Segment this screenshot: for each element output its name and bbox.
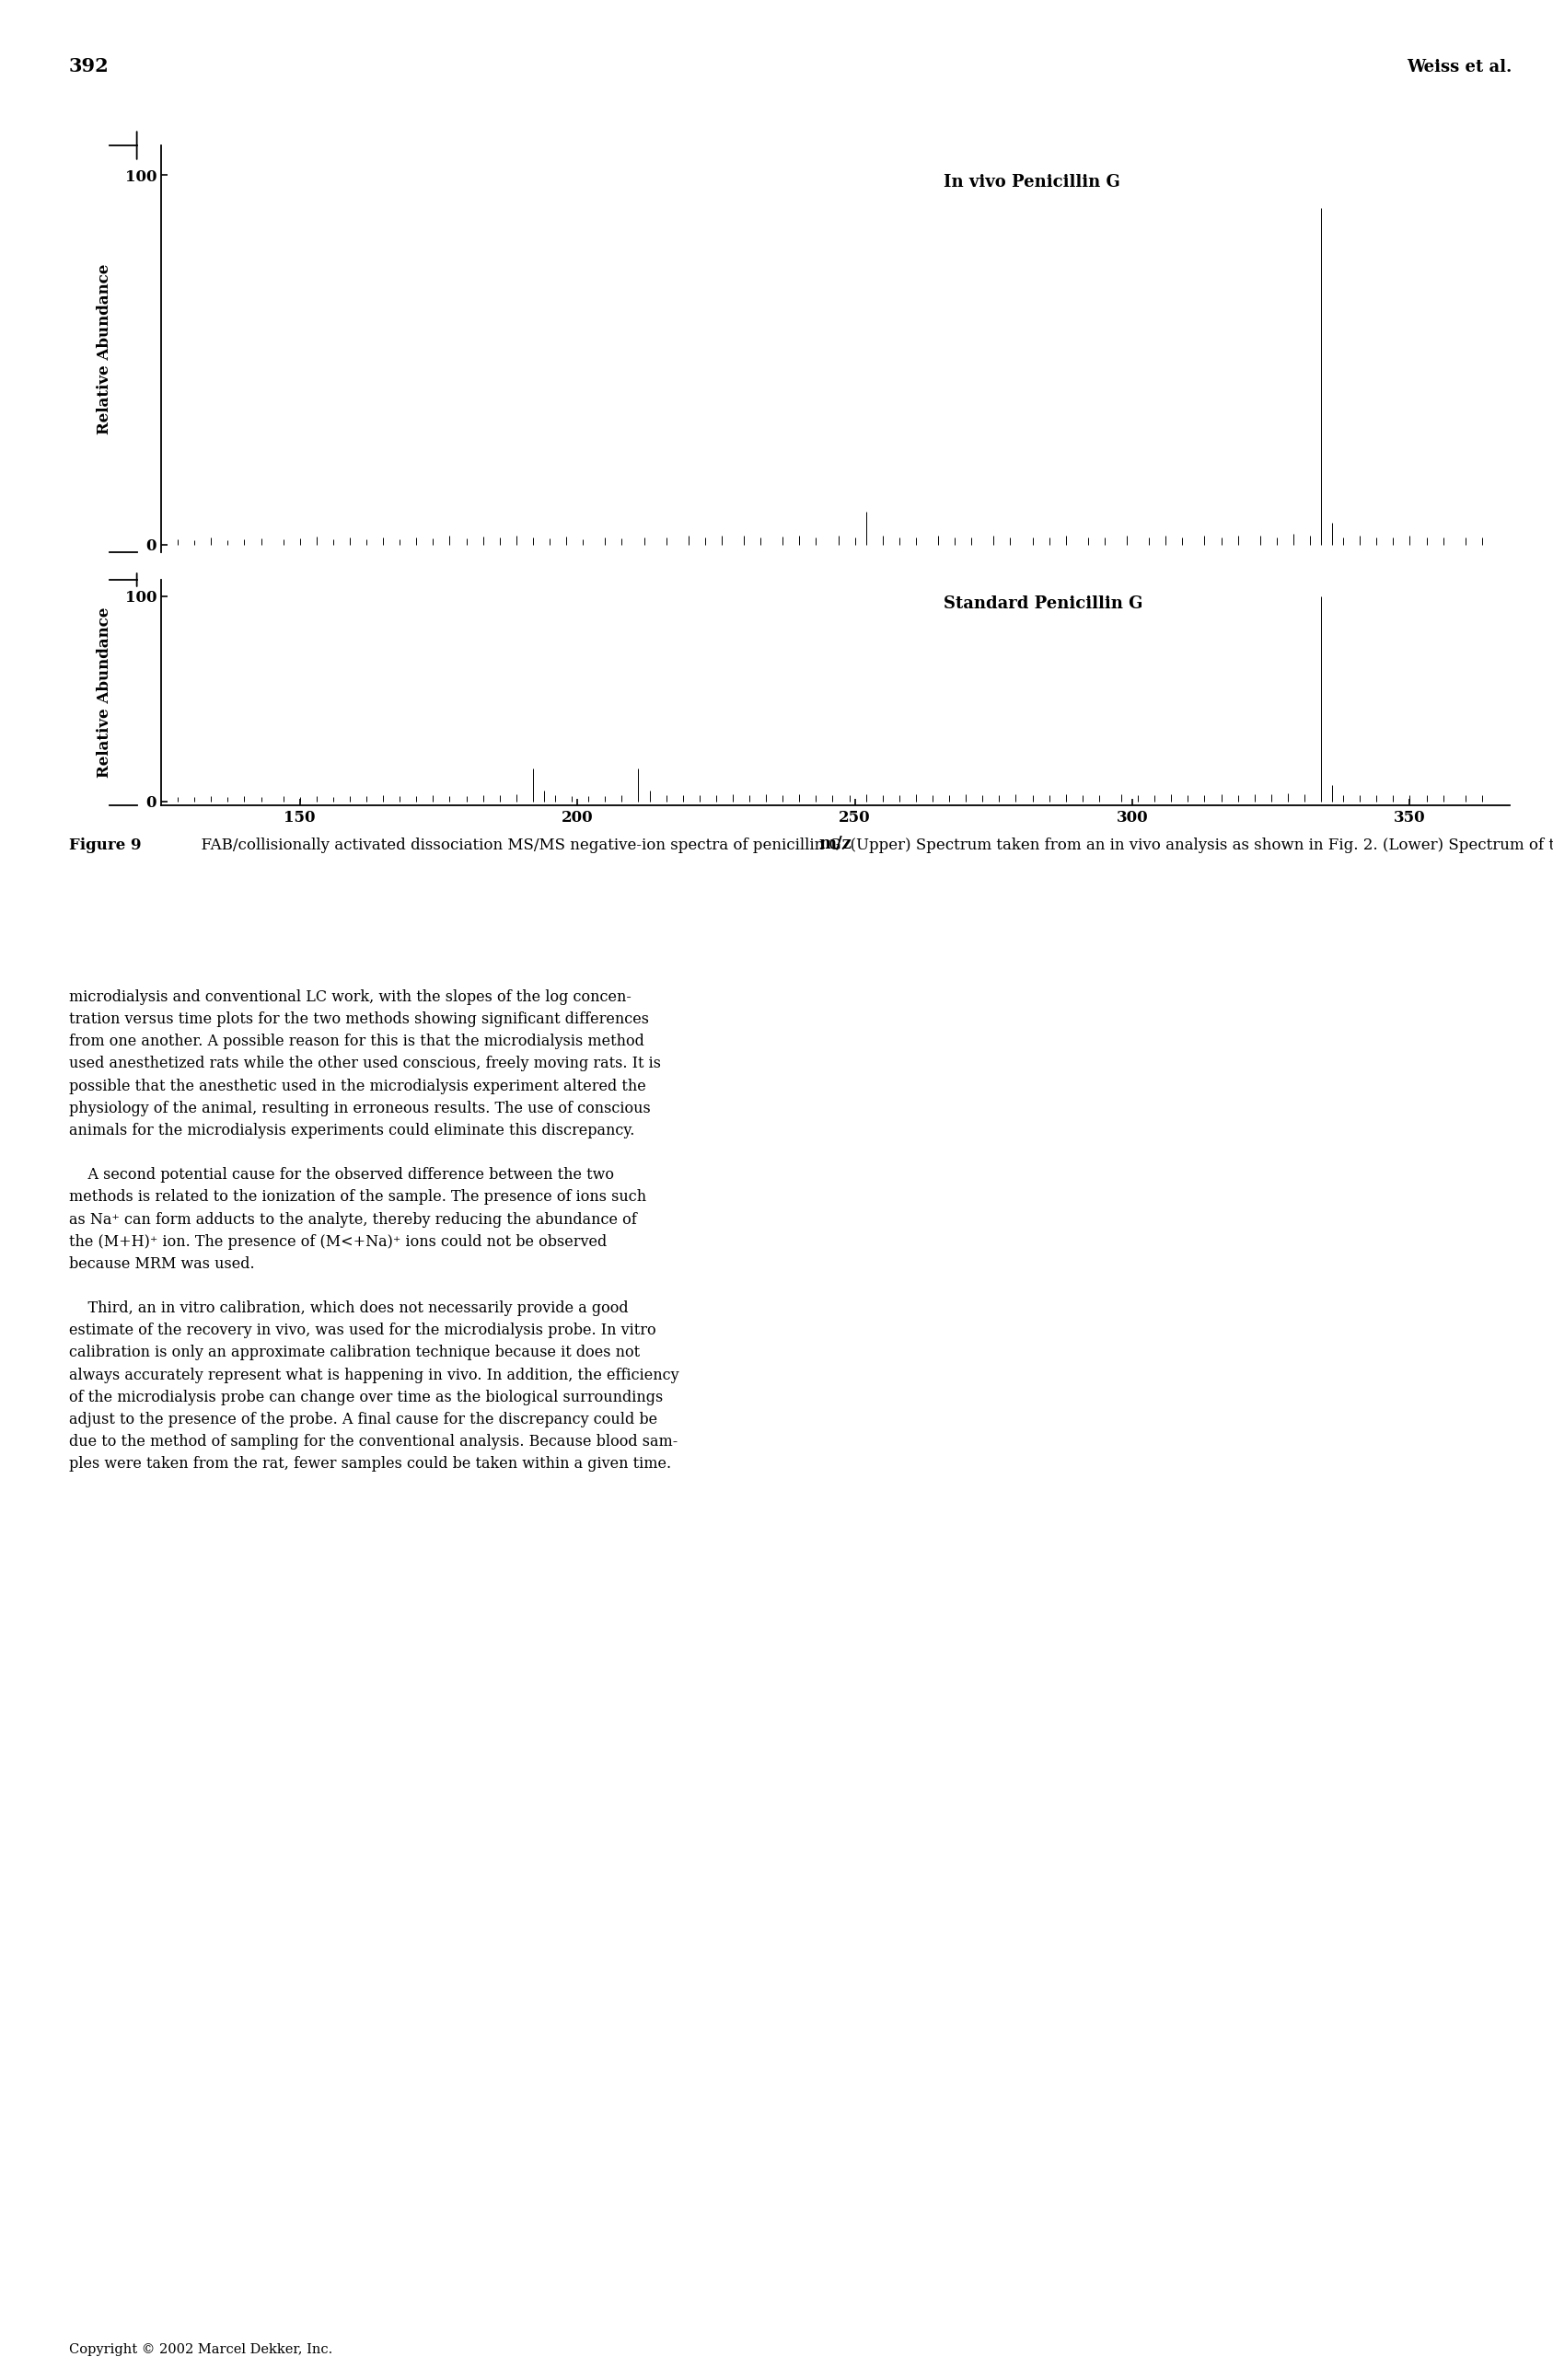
Text: FAB/collisionally activated dissociation MS/MS negative-ion spectra of penicilli: FAB/collisionally activated dissociation… — [191, 838, 1553, 852]
Text: Figure 9: Figure 9 — [68, 838, 141, 852]
Text: In vivo Penicillin G: In vivo Penicillin G — [943, 174, 1120, 190]
Y-axis label: Relative Abundance: Relative Abundance — [96, 607, 112, 778]
X-axis label: m/z: m/z — [818, 835, 853, 852]
Text: Standard Penicillin G: Standard Penicillin G — [943, 595, 1143, 612]
Y-axis label: Relative Abundance: Relative Abundance — [96, 264, 112, 433]
Text: microdialysis and conventional LC work, with the slopes of the log concen-
trati: microdialysis and conventional LC work, … — [68, 990, 679, 1471]
Text: Weiss et al.: Weiss et al. — [1407, 60, 1511, 76]
Text: Copyright © 2002 Marcel Dekker, Inc.: Copyright © 2002 Marcel Dekker, Inc. — [68, 2342, 332, 2356]
Text: 392: 392 — [68, 57, 109, 76]
